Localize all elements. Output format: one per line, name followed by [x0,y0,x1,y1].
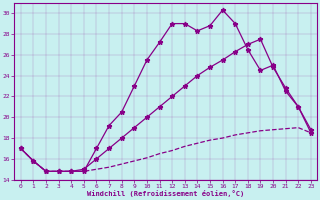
X-axis label: Windchill (Refroidissement éolien,°C): Windchill (Refroidissement éolien,°C) [87,190,244,197]
